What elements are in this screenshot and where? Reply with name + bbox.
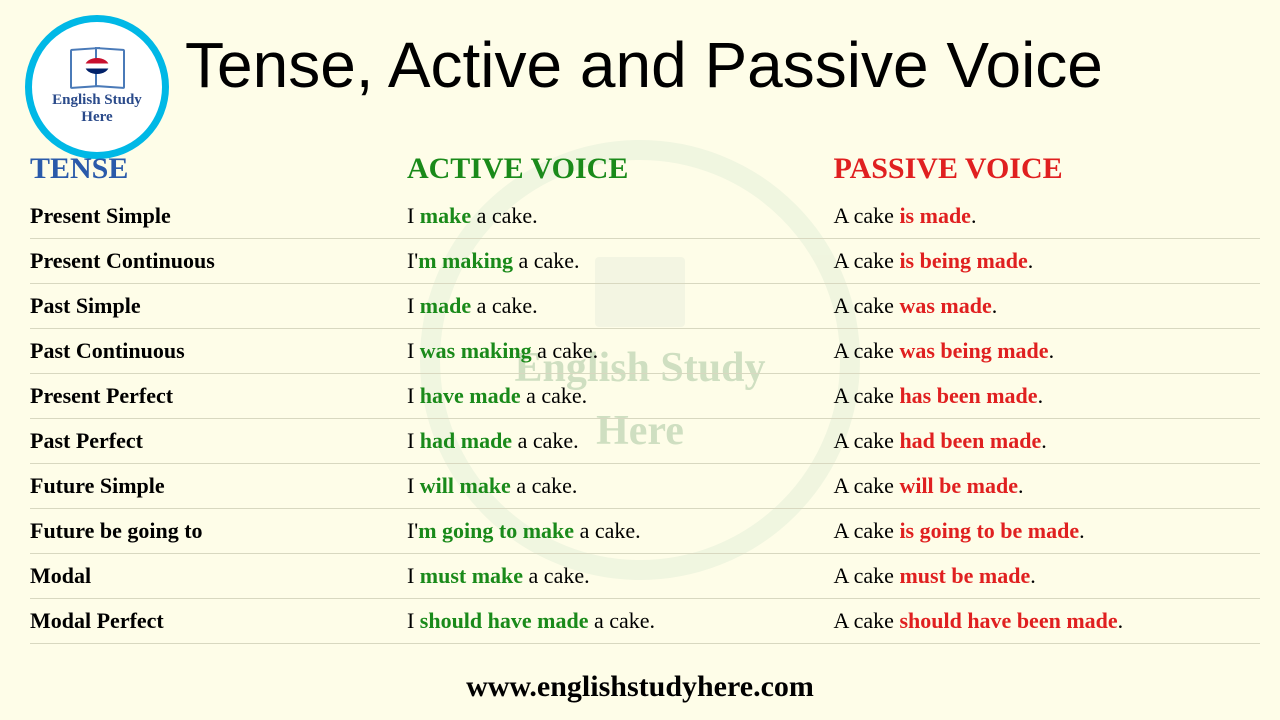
- table-row: Past SimpleI made a cake.A cake was made…: [30, 284, 1260, 329]
- active-cell: I'm going to make a cake.: [407, 518, 834, 544]
- brand-logo: English StudyHere: [25, 15, 169, 159]
- table-header-row: TENSE ACTIVE VOICE PASSIVE VOICE: [30, 152, 1260, 186]
- active-verb: m making: [418, 248, 513, 273]
- passive-cell: A cake will be made.: [833, 473, 1260, 499]
- passive-cell: A cake is going to be made.: [833, 518, 1260, 544]
- active-verb: will make: [420, 473, 511, 498]
- header-passive: PASSIVE VOICE: [833, 152, 1260, 186]
- tense-cell: Modal: [30, 563, 407, 589]
- active-cell: I was making a cake.: [407, 338, 834, 364]
- active-cell: I'm making a cake.: [407, 248, 834, 274]
- active-verb: had made: [420, 428, 512, 453]
- active-cell: I will make a cake.: [407, 473, 834, 499]
- table-row: Past PerfectI had made a cake.A cake had…: [30, 419, 1260, 464]
- active-cell: I should have made a cake.: [407, 608, 834, 634]
- passive-cell: A cake was being made.: [833, 338, 1260, 364]
- tense-cell: Modal Perfect: [30, 608, 407, 634]
- passive-verb: must be made: [899, 563, 1030, 588]
- table-row: Future be going toI'm going to make a ca…: [30, 509, 1260, 554]
- page-title: Tense, Active and Passive Voice: [185, 28, 1103, 102]
- table-row: Present SimpleI make a cake.A cake is ma…: [30, 194, 1260, 239]
- tense-cell: Future be going to: [30, 518, 407, 544]
- active-verb: have made: [420, 383, 521, 408]
- passive-cell: A cake is made.: [833, 203, 1260, 229]
- tense-cell: Past Perfect: [30, 428, 407, 454]
- passive-verb: was being made: [899, 338, 1048, 363]
- flag-icon: [85, 58, 109, 74]
- active-verb: should have made: [420, 608, 589, 633]
- active-verb: m going to make: [418, 518, 574, 543]
- table-row: Present PerfectI have made a cake.A cake…: [30, 374, 1260, 419]
- passive-cell: A cake had been made.: [833, 428, 1260, 454]
- tense-cell: Past Continuous: [30, 338, 407, 364]
- table-row: Present ContinuousI'm making a cake.A ca…: [30, 239, 1260, 284]
- footer-url: www.englishstudyhere.com: [0, 670, 1280, 704]
- header-active: ACTIVE VOICE: [407, 152, 834, 186]
- tense-cell: Present Simple: [30, 203, 407, 229]
- tense-cell: Future Simple: [30, 473, 407, 499]
- tense-cell: Past Simple: [30, 293, 407, 319]
- passive-cell: A cake must be made.: [833, 563, 1260, 589]
- table-row: Past ContinuousI was making a cake.A cak…: [30, 329, 1260, 374]
- tense-table: TENSE ACTIVE VOICE PASSIVE VOICE Present…: [30, 152, 1260, 644]
- passive-verb: has been made: [899, 383, 1037, 408]
- passive-verb: had been made: [899, 428, 1041, 453]
- passive-cell: A cake is being made.: [833, 248, 1260, 274]
- passive-verb: is going to be made: [899, 518, 1079, 543]
- header-tense: TENSE: [30, 152, 407, 186]
- passive-cell: A cake should have been made.: [833, 608, 1260, 634]
- active-cell: I have made a cake.: [407, 383, 834, 409]
- table-row: Future SimpleI will make a cake.A cake w…: [30, 464, 1260, 509]
- passive-verb: was made: [899, 293, 991, 318]
- tense-cell: Present Continuous: [30, 248, 407, 274]
- active-verb: must make: [420, 563, 523, 588]
- active-cell: I make a cake.: [407, 203, 834, 229]
- passive-verb: is being made: [899, 248, 1027, 273]
- active-cell: I had made a cake.: [407, 428, 834, 454]
- passive-cell: A cake has been made.: [833, 383, 1260, 409]
- active-cell: I made a cake.: [407, 293, 834, 319]
- passive-verb: should have been made: [899, 608, 1117, 633]
- active-verb: was making: [420, 338, 532, 363]
- book-icon: [70, 48, 125, 88]
- passive-verb: is made: [899, 203, 971, 228]
- active-verb: made: [420, 293, 471, 318]
- active-verb: make: [420, 203, 471, 228]
- passive-verb: will be made: [899, 473, 1018, 498]
- table-row: Modal PerfectI should have made a cake.A…: [30, 599, 1260, 644]
- tense-cell: Present Perfect: [30, 383, 407, 409]
- table-row: ModalI must make a cake.A cake must be m…: [30, 554, 1260, 599]
- logo-text: English StudyHere: [52, 92, 142, 127]
- passive-cell: A cake was made.: [833, 293, 1260, 319]
- active-cell: I must make a cake.: [407, 563, 834, 589]
